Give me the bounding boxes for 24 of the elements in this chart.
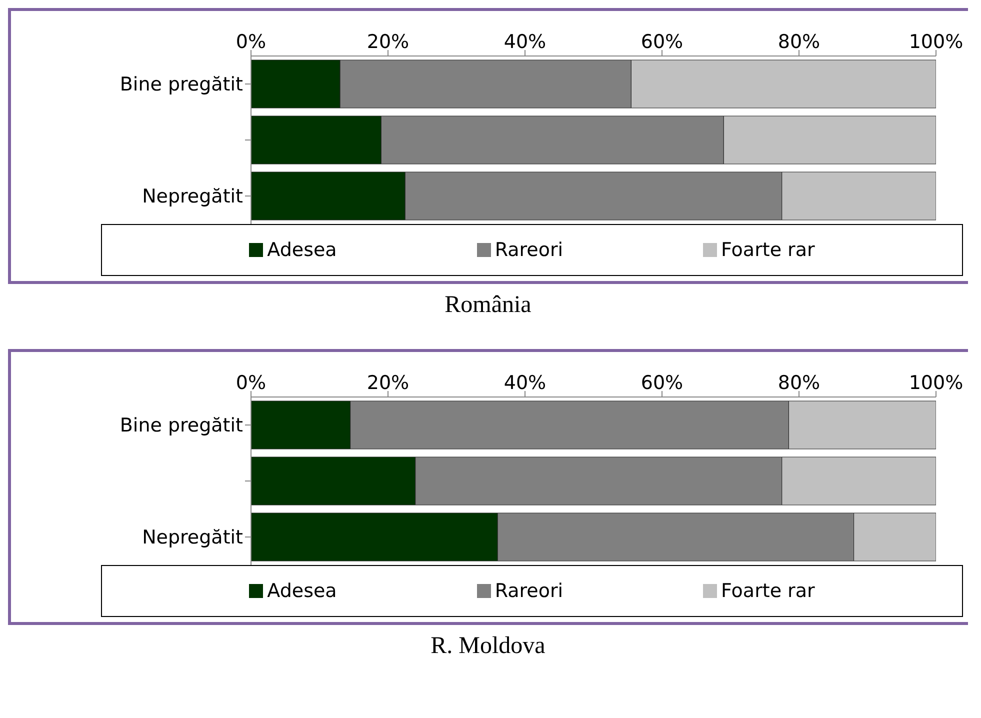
legend-label: Foarte rar [721, 239, 815, 261]
x-tick-label: 80% [778, 31, 820, 53]
text: R. Moldova [430, 633, 546, 660]
y-tick-label: Bine pregătit [120, 74, 243, 96]
y-tick-label: Bine pregătit [120, 414, 243, 437]
x-tick-label: 20% [366, 372, 410, 394]
x-tick-label: 40% [504, 31, 546, 53]
y-tick-label: Nepregătit [142, 526, 243, 549]
x-tick-label: 60% [640, 372, 684, 394]
x-tick-label: 80% [778, 372, 820, 394]
x-tick-label: 40% [504, 372, 546, 394]
x-tick-label: 0% [236, 372, 266, 394]
x-tick-label: 0% [236, 31, 266, 53]
x-tick-label: 60% [640, 31, 684, 53]
legend-label: Foarte rar [721, 580, 815, 602]
series-label: Rareori [494, 239, 564, 261]
series-label: Rareori [494, 580, 564, 602]
x-tick-label: 100% [908, 31, 964, 53]
legend-label: Adesea [267, 239, 337, 261]
x-tick-label: 100% [908, 372, 964, 394]
text: România [444, 292, 532, 319]
y-tick-label: Nepregătit [142, 186, 243, 208]
x-tick-label: 20% [366, 31, 410, 53]
legend-label: Adesea [267, 580, 337, 602]
